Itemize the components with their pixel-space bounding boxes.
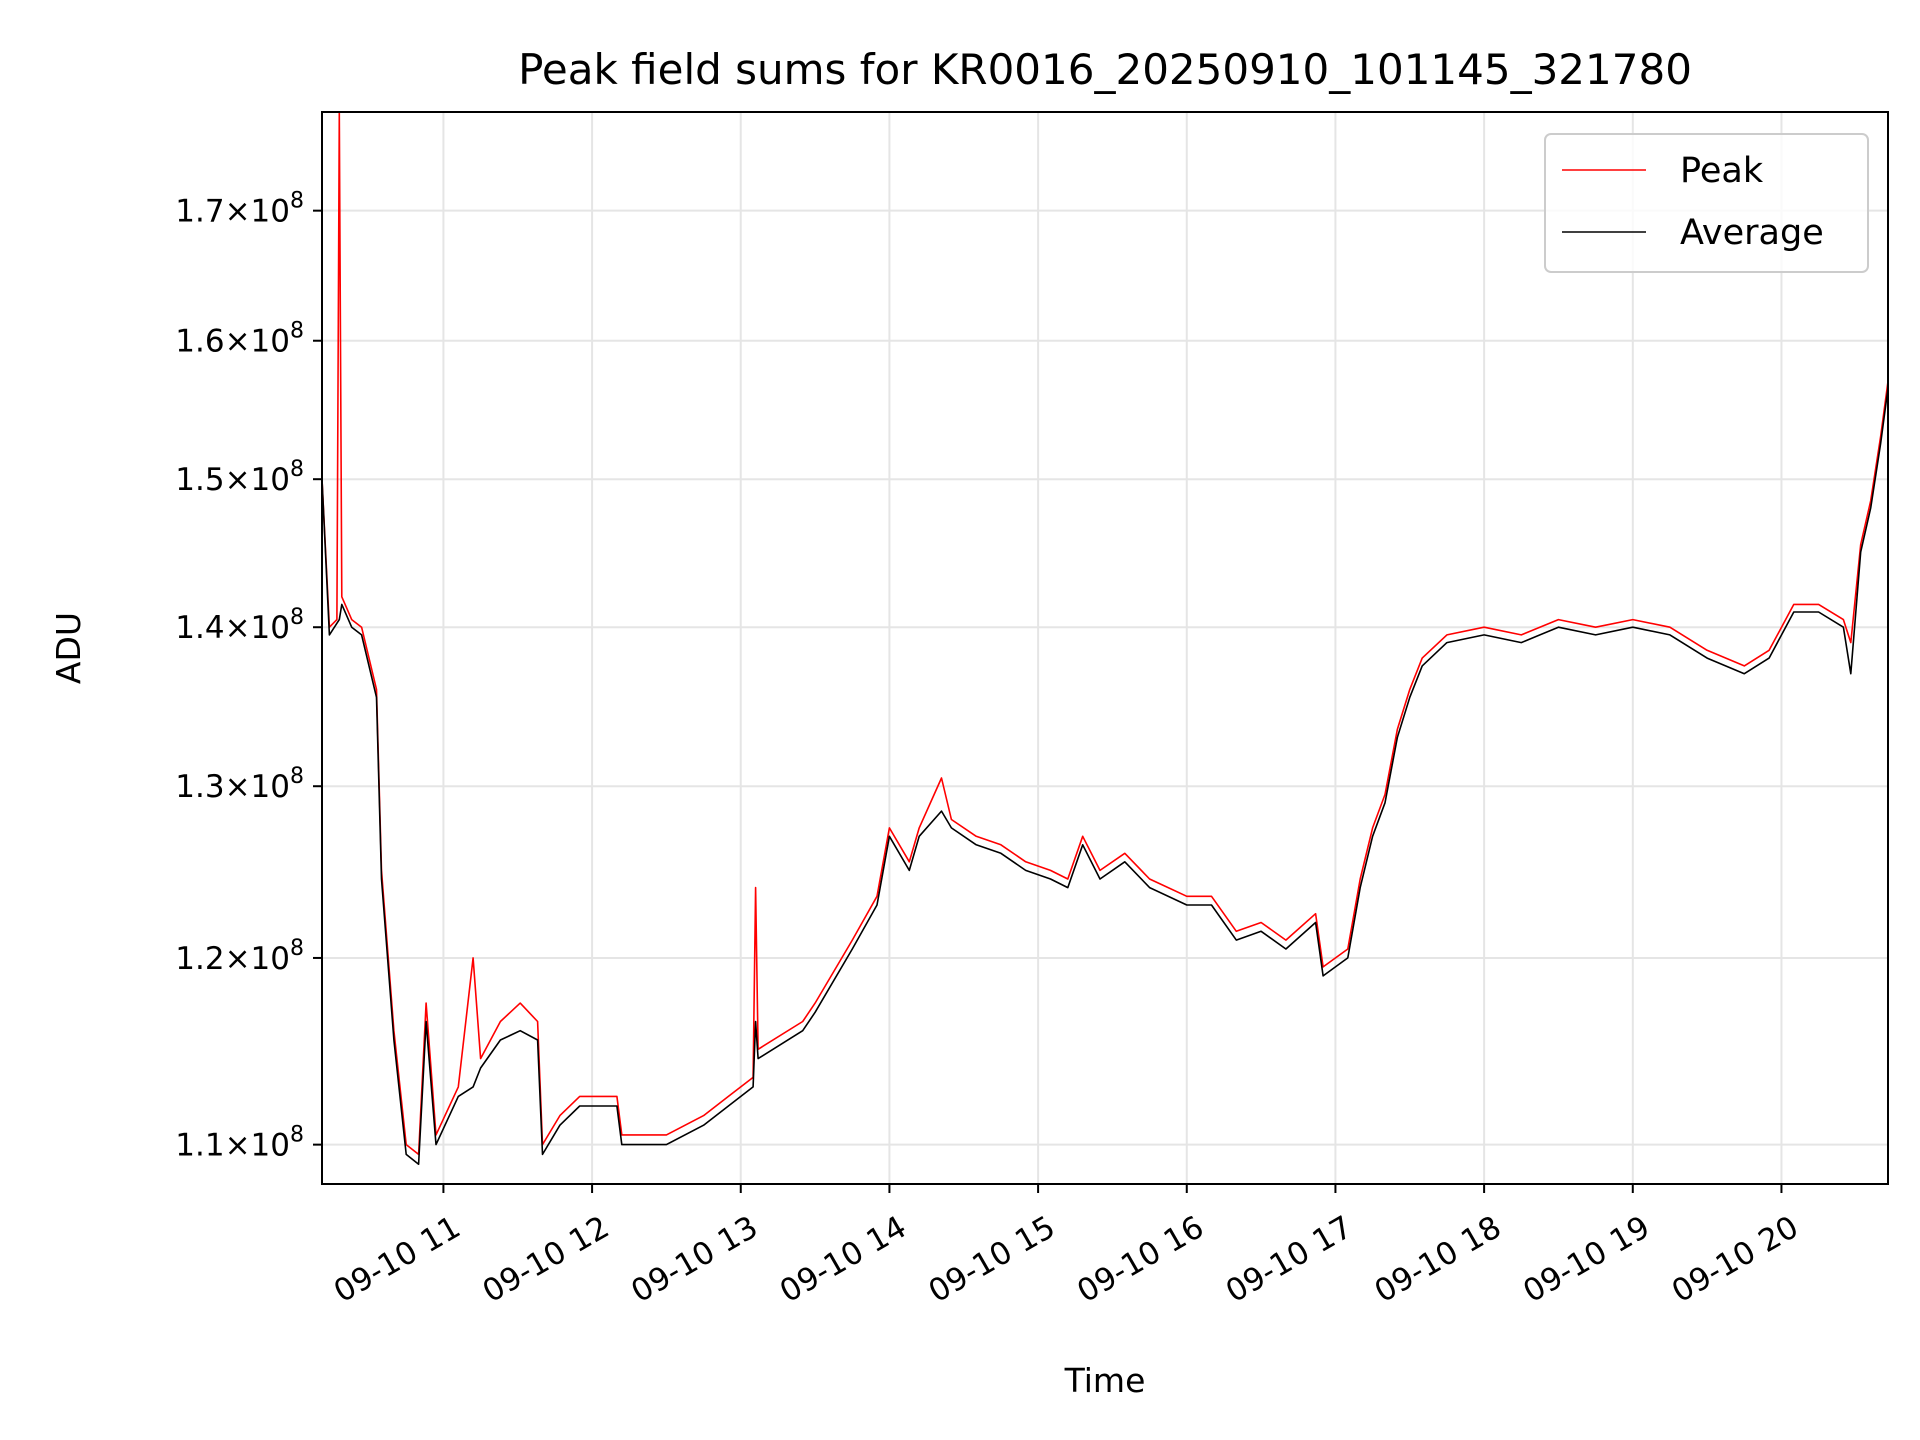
plot-frame: [321, 111, 1889, 1185]
y-tick-label: 1.7×108: [175, 189, 304, 230]
x-axis-label: Time: [1064, 1361, 1146, 1400]
y-tick-label: 1.2×108: [175, 936, 304, 977]
chart-title: Peak field sums for KR0016_20250910_1011…: [518, 45, 1692, 94]
legend-label-average: Average: [1680, 213, 1824, 253]
grid: [322, 112, 1888, 1184]
y-axis-label: ADU: [49, 612, 88, 684]
y-tick-label: 1.6×108: [175, 319, 304, 360]
series-line-average: [321, 388, 1889, 1165]
series-lines: [321, 111, 1889, 1165]
y-tick-label: 1.1×108: [175, 1123, 304, 1164]
y-tick-label: 1.3×108: [175, 764, 304, 805]
y-tick-label: 1.4×108: [175, 605, 304, 646]
y-axis-ticks: 1.1×108 1.2×108 1.3×108 1.4×108 1.5×108 1.6×1…: [175, 189, 322, 1164]
y-tick-label: 1.5×108: [175, 457, 304, 498]
legend-label-peak: Peak: [1680, 151, 1764, 191]
series-line-peak: [321, 111, 1889, 1156]
legend-box: [1544, 133, 1869, 273]
legend: Peak Average: [1544, 133, 1869, 273]
